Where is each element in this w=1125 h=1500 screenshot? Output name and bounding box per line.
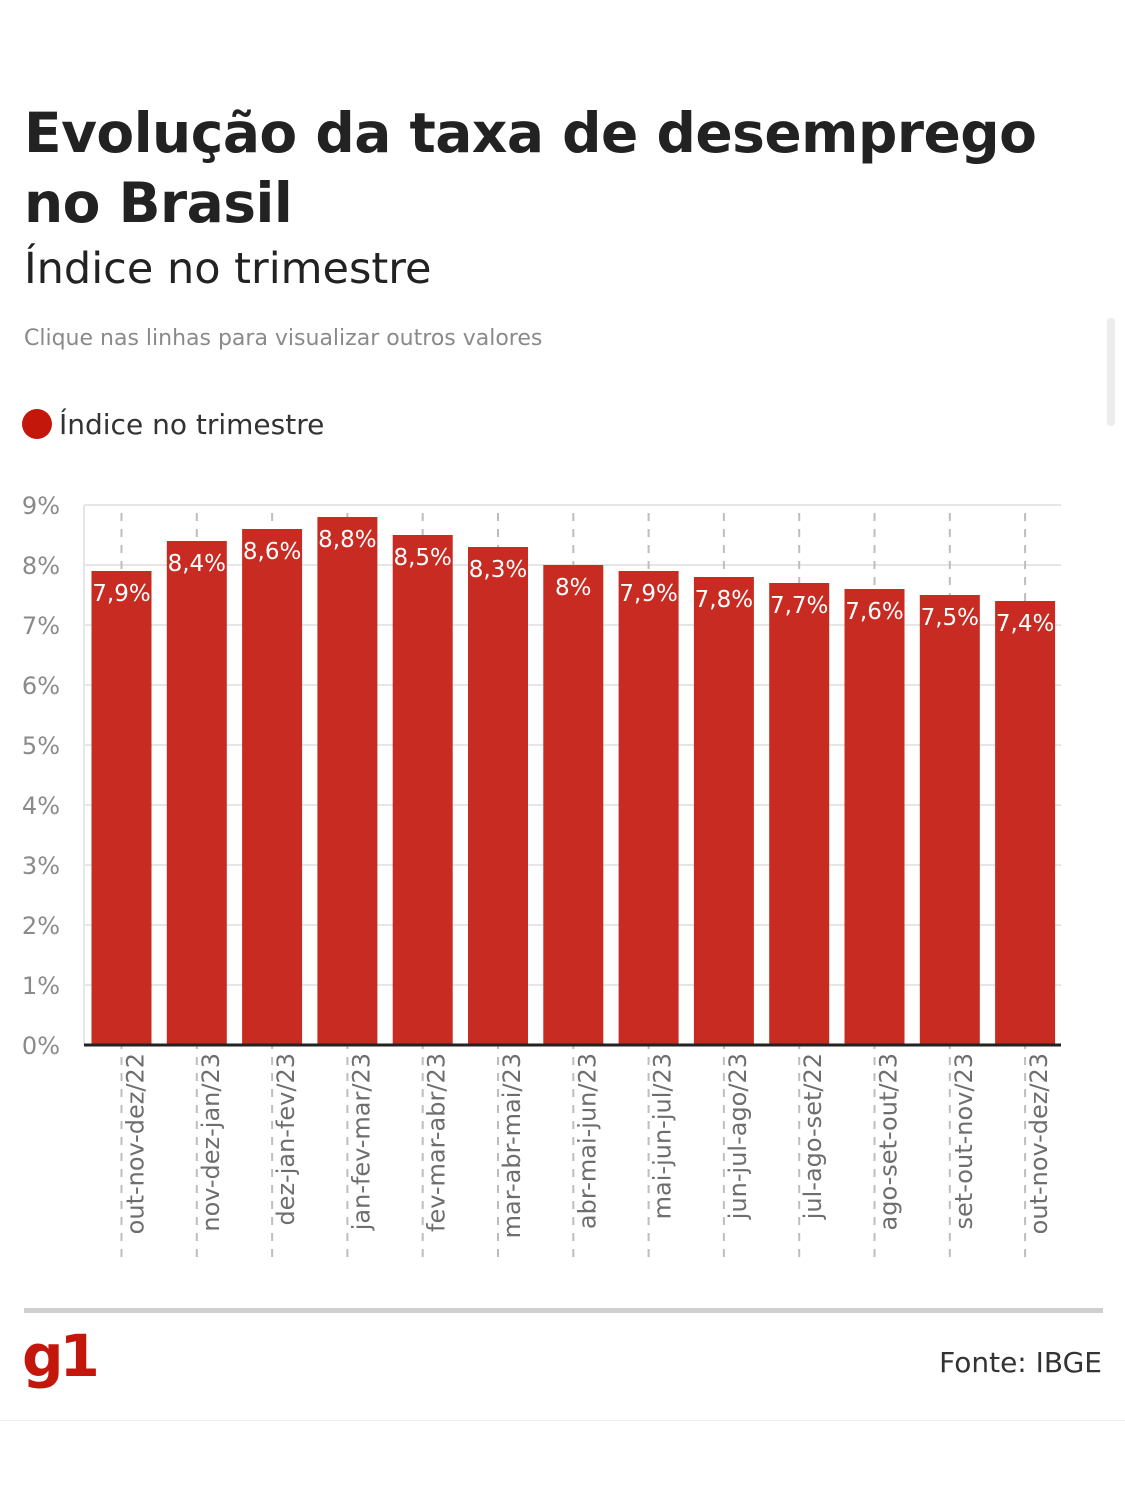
data-label: 8% — [555, 575, 592, 601]
y-tick-label: 6% — [22, 672, 60, 700]
x-tick-label: abr-mai-jun/23 — [573, 1053, 601, 1229]
bar[interactable] — [844, 589, 905, 1045]
data-label: 8,6% — [243, 539, 301, 565]
y-tick-label: 2% — [22, 912, 60, 940]
legend-label: Índice no trimestre — [59, 407, 325, 441]
data-label: 8,5% — [393, 545, 451, 571]
data-label: 7,8% — [695, 587, 753, 613]
chart-instruction: Clique nas linhas para visualizar outros… — [24, 326, 543, 351]
x-tick-label: jun-jul-ago/23 — [724, 1053, 752, 1220]
data-label: 8,4% — [168, 551, 226, 577]
x-tick-label: fev-mar-abr/23 — [423, 1053, 451, 1232]
legend-item[interactable]: Índice no trimestre — [22, 404, 324, 444]
chart-title: Evolução da taxa de desemprego no Brasil — [24, 101, 1037, 235]
bar[interactable] — [468, 547, 528, 1045]
y-tick-label: 5% — [22, 732, 60, 760]
y-tick-label: 8% — [22, 552, 60, 580]
bar[interactable] — [242, 529, 303, 1045]
data-label: 7,4% — [996, 611, 1054, 637]
y-tick-label: 7% — [22, 612, 60, 640]
bar[interactable] — [995, 601, 1056, 1045]
bar-chart: 0% 1% 2% 3% 4% 5% 6% 7% 8% 9% 7,9% 8,4% 8,6% 8,8% 8,5%… — [22, 492, 1061, 1265]
data-label: 7,7% — [770, 593, 828, 619]
data-label: 7,9% — [92, 581, 150, 607]
bar[interactable] — [166, 541, 227, 1045]
bar[interactable] — [919, 595, 980, 1045]
chart-subtitle: Índice no trimestre — [24, 244, 432, 294]
y-tick-label: 0% — [22, 1032, 60, 1060]
x-tick-label: mai-jun-jul/23 — [649, 1053, 677, 1219]
x-tick-label: out-nov-dez/23 — [1025, 1053, 1053, 1234]
bottom-divider — [0, 1420, 1125, 1421]
legend-dot-icon — [22, 409, 52, 439]
x-tick-label: mar-abr-mai/23 — [498, 1053, 526, 1238]
x-tick-label: set-out-nov/23 — [950, 1053, 978, 1229]
data-label: 8,8% — [318, 527, 376, 553]
y-tick-label: 9% — [22, 492, 60, 520]
data-label: 8,3% — [469, 557, 527, 583]
source-note: Fonte: IBGE — [939, 1346, 1102, 1379]
scrollbar[interactable] — [1107, 318, 1115, 426]
bar[interactable] — [392, 535, 453, 1045]
y-tick-label: 1% — [22, 972, 60, 1000]
bar[interactable] — [769, 583, 830, 1045]
x-tick-label: ago-set-out/23 — [875, 1053, 903, 1230]
x-tick-label: dez-jan-fev/23 — [272, 1053, 300, 1226]
y-tick-label: 4% — [22, 792, 60, 820]
x-tick-label: out-nov-dez/22 — [122, 1053, 150, 1234]
x-tick-label: jan-fev-mar/23 — [347, 1053, 375, 1231]
bar[interactable] — [91, 571, 152, 1045]
data-label: 7,9% — [619, 581, 677, 607]
bar[interactable] — [317, 517, 378, 1045]
y-tick-label: 3% — [22, 852, 60, 880]
footer-divider — [24, 1308, 1103, 1313]
bar[interactable] — [543, 565, 604, 1045]
bar[interactable] — [618, 571, 679, 1045]
data-label: 7,6% — [845, 599, 903, 625]
g1-logo[interactable]: g1 — [22, 1322, 100, 1390]
x-tick-label: jul-ago-set/22 — [799, 1053, 827, 1220]
data-label: 7,5% — [921, 605, 979, 631]
bar[interactable] — [693, 577, 754, 1045]
x-tick-label: nov-dez-jan/23 — [197, 1053, 225, 1232]
